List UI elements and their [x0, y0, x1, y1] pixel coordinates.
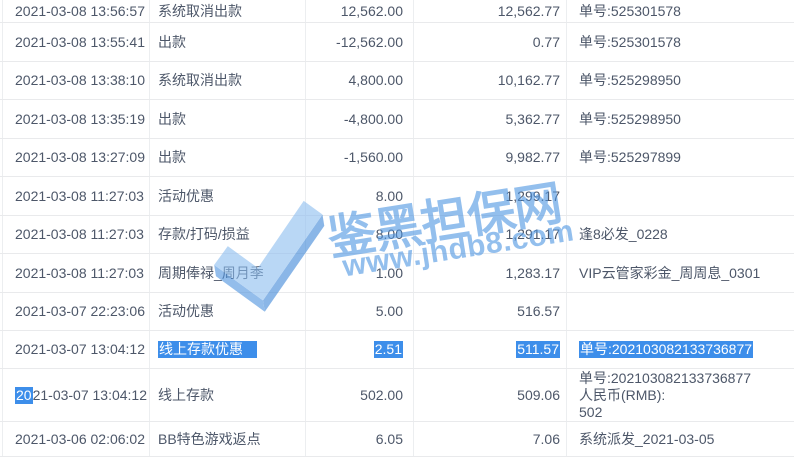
- cell-time: 2021-03-07 13:04:12: [15, 386, 148, 404]
- cell-balance: 5,362.77: [505, 110, 561, 127]
- cell-note: 单号:525301578: [579, 2, 681, 19]
- cell-balance: 509.06: [517, 386, 560, 403]
- text-selection: 线上存款优惠: [158, 341, 257, 358]
- table-row[interactable]: 2021-03-08 11:27:03 周期俸禄_周月季 1.00 1,283.17 V…: [0, 254, 794, 293]
- cell-note: 单号:525298950: [579, 110, 681, 127]
- cell-balance: 511.57: [413, 341, 566, 358]
- column-divider: [413, 0, 414, 457]
- table-row[interactable]: 2021-03-08 11:27:03 存款/打码/损益 8.00 1,291.17 逢…: [0, 216, 794, 254]
- text-selection: 2.51: [373, 341, 403, 358]
- table-row[interactable]: 2021-03-08 13:35:19 出款 -4,800.00 5,362.77 单号…: [0, 100, 794, 139]
- column-divider: [149, 0, 150, 457]
- cell-amount: -12,562.00: [336, 33, 403, 50]
- cell-amount: 5.00: [375, 303, 403, 319]
- cell-time: 2021-03-08 11:27:03: [15, 264, 144, 281]
- cell-type: 活动优惠: [158, 187, 214, 204]
- cell-amount: 6.05: [375, 430, 403, 447]
- cell-type: 出款: [158, 110, 186, 127]
- cell-note: 单号:525298950: [579, 72, 681, 88]
- cell-balance: 516.57: [517, 303, 560, 319]
- table-row[interactable]: 2021-03-08 13:55:41 出款 -12,562.00 0.77 单号:52…: [0, 23, 794, 62]
- cell-type: 系统取消出款: [158, 2, 242, 19]
- text-selection: 20: [15, 386, 33, 404]
- cell-time: 2021-03-06 02:06:02: [15, 430, 145, 447]
- cell-type: BB特色游戏返点: [158, 430, 261, 447]
- cell-type: 活动优惠: [158, 303, 214, 319]
- text-selection: 511.57: [516, 341, 560, 358]
- cell-amount: -4,800.00: [343, 110, 403, 127]
- cell-note: VIP云管家彩金_周周息_0301: [579, 264, 761, 281]
- cell-time: 2021-03-07 13:04:12: [15, 341, 145, 357]
- cell-time: 2021-03-08 13:55:41: [15, 33, 145, 50]
- cell-note: 逢8必发_0228: [579, 226, 668, 242]
- table-row[interactable]: 2021-03-07 13:04:12 线上存款 502.00 509.06 单号:20…: [0, 369, 794, 422]
- table-row[interactable]: 2021-03-08 11:27:03 活动优惠 8.00 1,299.17: [0, 177, 794, 216]
- cell-note: 单号:202103082133736877 人民币(RMB): 502: [579, 369, 752, 420]
- column-divider: [566, 0, 567, 457]
- cell-amount: 8.00: [375, 187, 403, 204]
- cell-type: 存款/打码/损益: [158, 226, 250, 242]
- cell-amount: -1,560.00: [343, 149, 403, 165]
- cell-amount: 12,562.00: [340, 2, 403, 19]
- cell-balance: 1,299.17: [505, 187, 561, 204]
- cell-time: 2021-03-08 11:27:03: [15, 226, 144, 242]
- cell-balance: 1,291.17: [505, 226, 561, 242]
- cell-balance: 10,162.77: [497, 72, 560, 88]
- cell-note: 单号:525301578: [579, 33, 681, 50]
- table-row[interactable]: 2021-03-08 13:27:09 出款 -1,560.00 9,982.77 单号…: [0, 139, 794, 177]
- cell-time: 2021-03-08 13:56:57: [15, 2, 145, 19]
- text-selection: 单号:202103082133736877: [579, 341, 754, 358]
- cell-time: 2021-03-08 13:27:09: [15, 149, 145, 165]
- cell-amount: 4,800.00: [348, 72, 404, 88]
- cell-type: 周期俸禄_周月季: [158, 264, 264, 281]
- cell-type: 出款: [158, 149, 186, 165]
- cell-balance: 1,283.17: [505, 264, 561, 281]
- cell-balance: 12,562.77: [497, 2, 560, 19]
- cell-amount: 8.00: [375, 226, 403, 242]
- cell-note: 单号:525297899: [579, 149, 681, 165]
- table-row[interactable]: 2021-03-06 02:06:02 BB特色游戏返点 6.05 7.06 系统派发_…: [0, 422, 794, 457]
- cell-type: 线上存款优惠: [149, 341, 305, 358]
- table-row[interactable]: 2021-03-07 13:04:12 线上存款优惠 2.51 511.57 单号:20…: [0, 331, 794, 369]
- cell-note: 单号:202103082133736877: [566, 341, 794, 358]
- cell-amount: 2.51: [305, 341, 413, 358]
- table-left-border: [2, 0, 3, 457]
- cell-balance: 0.77: [532, 33, 560, 50]
- table-row[interactable]: 2021-03-07 22:23:06 活动优惠 5.00 516.57: [0, 293, 794, 331]
- cell-amount: 502.00: [360, 386, 403, 403]
- cell-type: 线上存款: [158, 386, 214, 403]
- cell-time: 2021-03-08 13:38:10: [15, 72, 145, 88]
- cell-time: 2021-03-07 22:23:06: [15, 303, 145, 319]
- cell-balance: 7.06: [532, 430, 560, 447]
- cell-amount: 1.00: [375, 264, 403, 281]
- cell-time: 2021-03-08 11:27:03: [15, 187, 144, 204]
- cell-type: 系统取消出款: [158, 72, 242, 88]
- cell-balance: 9,982.77: [505, 149, 561, 165]
- table-row[interactable]: 2021-03-08 13:56:57 系统取消出款 12,562.00 12,562…: [0, 0, 794, 23]
- cell-time: 2021-03-08 13:35:19: [15, 110, 145, 127]
- cell-type: 出款: [158, 33, 186, 50]
- table-row[interactable]: 2021-03-08 13:38:10 系统取消出款 4,800.00 10,162.…: [0, 62, 794, 100]
- cell-note: 系统派发_2021-03-05: [579, 430, 715, 447]
